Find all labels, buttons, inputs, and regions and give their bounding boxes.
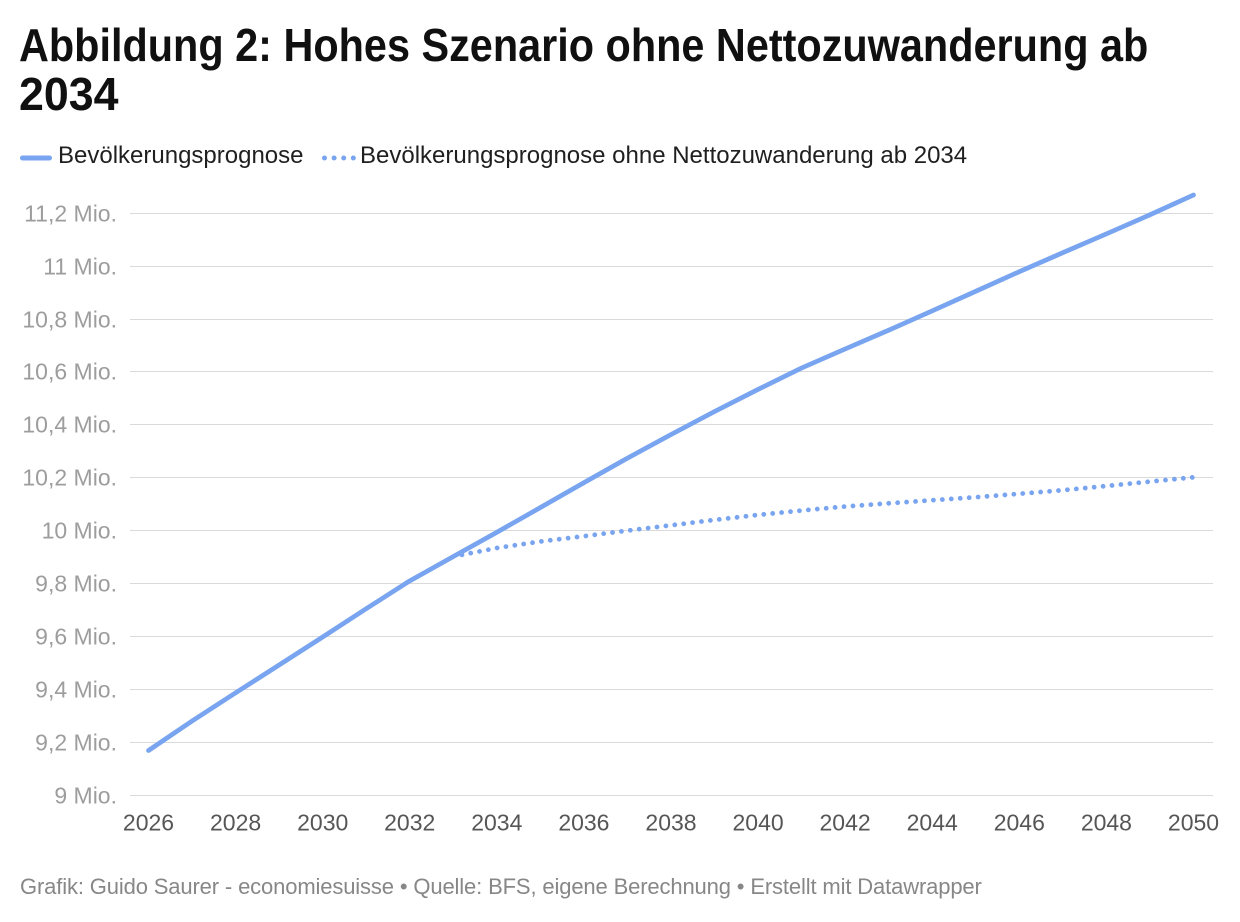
- svg-text:9,8 Mio.: 9,8 Mio.: [35, 571, 117, 597]
- svg-text:9,4 Mio.: 9,4 Mio.: [35, 677, 117, 703]
- svg-text:2050: 2050: [1168, 810, 1219, 836]
- svg-text:2034: 2034: [471, 810, 522, 836]
- svg-text:2032: 2032: [384, 810, 435, 836]
- svg-text:2030: 2030: [297, 810, 348, 836]
- svg-text:11,2 Mio.: 11,2 Mio.: [24, 201, 117, 227]
- svg-text:10,2 Mio.: 10,2 Mio.: [22, 465, 117, 491]
- svg-text:10,8 Mio.: 10,8 Mio.: [22, 307, 117, 333]
- svg-text:2044: 2044: [907, 810, 958, 836]
- svg-text:2040: 2040: [733, 810, 784, 836]
- svg-text:2048: 2048: [1081, 810, 1132, 836]
- svg-text:9,6 Mio.: 9,6 Mio.: [35, 624, 117, 650]
- svg-text:2028: 2028: [210, 810, 261, 836]
- svg-text:2036: 2036: [558, 810, 609, 836]
- svg-text:2042: 2042: [820, 810, 871, 836]
- svg-text:2026: 2026: [123, 810, 174, 836]
- svg-text:11 Mio.: 11 Mio.: [43, 254, 117, 280]
- svg-text:10 Mio.: 10 Mio.: [42, 518, 117, 544]
- svg-text:2038: 2038: [645, 810, 696, 836]
- svg-text:9 Mio.: 9 Mio.: [54, 783, 117, 809]
- svg-text:10,4 Mio.: 10,4 Mio.: [22, 412, 117, 438]
- svg-text:2046: 2046: [994, 810, 1045, 836]
- svg-text:9,2 Mio.: 9,2 Mio.: [35, 730, 117, 756]
- svg-text:10,6 Mio.: 10,6 Mio.: [22, 359, 117, 385]
